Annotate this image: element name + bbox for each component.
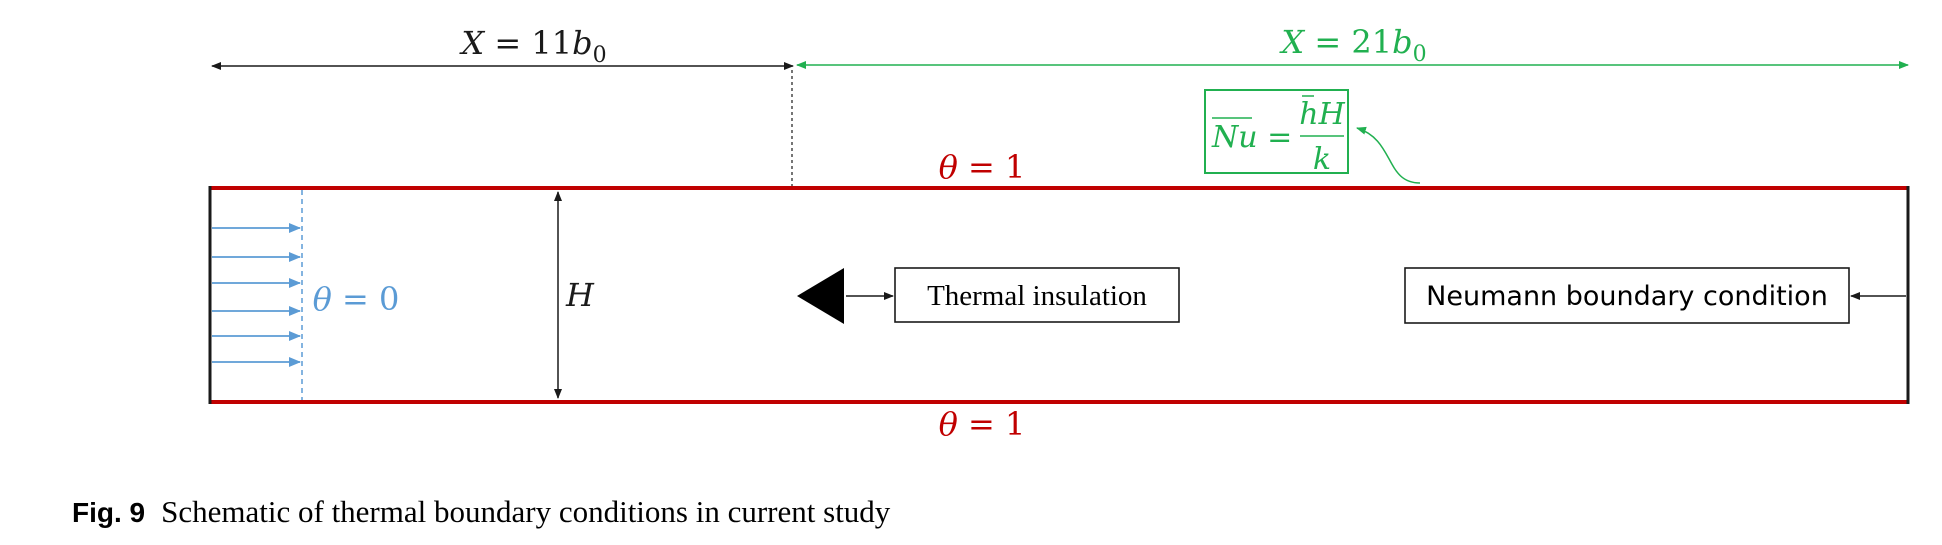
figure-caption-text: Schematic of thermal boundary conditions…: [161, 494, 891, 529]
neumann-label: Neumann boundary condition: [1426, 281, 1828, 312]
thermal-insulation-label: Thermal insulation: [927, 280, 1147, 312]
downstream-length-label: X = 21b0: [1278, 23, 1426, 67]
insulation-triangle-marker: [797, 268, 844, 324]
height-label: H: [565, 276, 595, 314]
bottom-wall-temperature-label: θ = 1: [939, 405, 1026, 443]
nusselt-denominator: k: [1313, 142, 1331, 177]
inlet-velocity-arrows: [212, 223, 301, 367]
inlet-temperature-label: θ = 0: [313, 280, 400, 318]
nusselt-lhs: Nu =: [1211, 120, 1292, 155]
top-wall-temperature-label: θ = 1: [939, 148, 1026, 186]
nusselt-numerator: hH: [1299, 97, 1345, 132]
figure-caption: Fig. 9 Schematic of thermal boundary cond…: [72, 494, 890, 530]
nusselt-pointer-arrow: [1356, 126, 1421, 184]
figure-number: Fig. 9: [72, 497, 146, 528]
nusselt-formula-box: [1204, 89, 1349, 174]
neumann-box: [1404, 267, 1850, 324]
upstream-length-label: X = 11b0: [458, 24, 606, 68]
thermal-insulation-box: [894, 267, 1180, 323]
